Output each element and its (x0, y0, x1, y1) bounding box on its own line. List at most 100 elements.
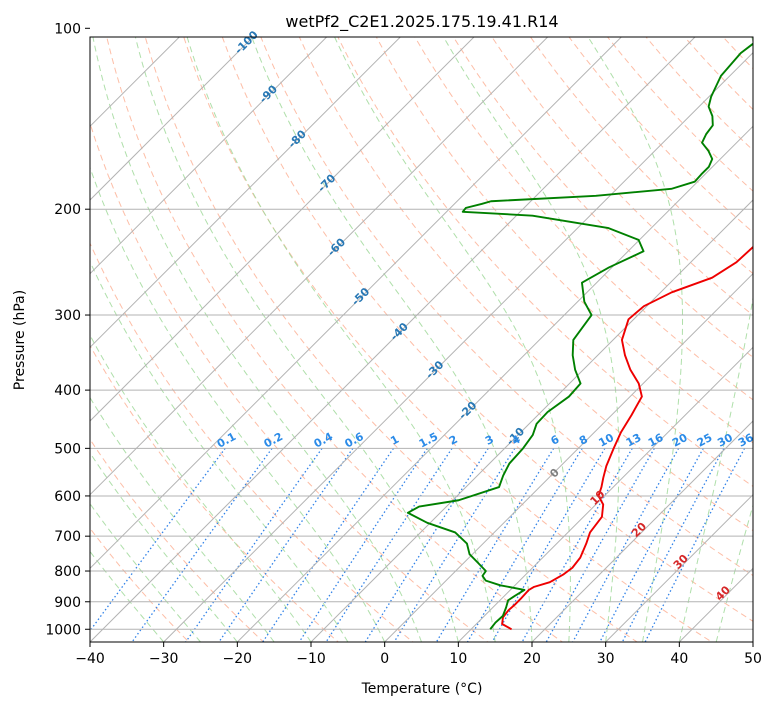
x-tick-label: −40 (75, 651, 105, 667)
isotherm-line (90, 37, 475, 422)
dry-adiabat-line (90, 242, 414, 642)
dry-adiabat-line (452, 37, 753, 358)
chart-title: wetPf2_C2E1.2025.175.19.41.R14 (285, 12, 558, 32)
moist-adiabat-line (587, 37, 684, 642)
temperature-profile-line (501, 245, 753, 631)
mixing-ratio-line (521, 448, 633, 642)
mixing-ratio-label: 3 (483, 433, 496, 448)
mixing-ratio-line (131, 447, 273, 642)
mixing-ratio-label: 1.5 (417, 430, 440, 451)
mixing-ratio-label: 13 (624, 431, 644, 450)
isotherm-label: -100 (232, 28, 261, 57)
mixing-ratio-label: 0.4 (312, 430, 336, 451)
y-tick-label: 500 (54, 441, 81, 457)
y-tick-label: 100 (54, 21, 81, 37)
mixing-ratio-line (325, 447, 453, 642)
y-axis-label: Pressure (hPa) (12, 290, 28, 390)
x-tick-label: 20 (523, 651, 541, 667)
mixing-ratio-line (261, 447, 394, 642)
isotherm-line (90, 37, 254, 201)
x-tick-label: 50 (744, 651, 762, 667)
dry-adiabat-line (183, 37, 713, 642)
dewpoint-profile-line (406, 42, 753, 630)
moist-adiabat-line (90, 502, 201, 642)
isotherm-line (531, 420, 753, 642)
dry-adiabat-line (260, 37, 753, 577)
mixing-ratio-line (435, 448, 555, 642)
wetbulb-label: 10 (588, 488, 608, 508)
x-axis-label: Temperature (°C) (361, 681, 483, 697)
mixing-ratio-line (599, 448, 704, 642)
moist-adiabat-line (92, 37, 422, 642)
plot-frame (89, 36, 754, 643)
moist-adiabat-line (90, 550, 165, 642)
moist-adiabat-line (90, 396, 275, 642)
dry-adiabat-line (529, 37, 753, 275)
x-tick-label: −30 (149, 651, 179, 667)
mixing-ratio-line (364, 447, 489, 642)
y-tick-label: 300 (54, 308, 81, 324)
x-tick-label: 40 (670, 651, 688, 667)
isotherm-line (162, 51, 753, 642)
y-tick-label: 900 (54, 595, 81, 611)
dry-adiabat-line (106, 37, 564, 642)
dry-adiabat-line (738, 0, 775, 654)
isotherm-line (90, 37, 181, 128)
mixing-ratio-label: 20 (670, 431, 690, 450)
isotherm-line (90, 37, 696, 642)
moist-adiabat-line (186, 37, 496, 642)
dry-adiabat-line (298, 37, 753, 532)
dry-adiabat-line (606, 37, 753, 192)
isotherm-line (90, 37, 623, 570)
dry-adiabat-line (144, 37, 638, 642)
dry-adiabat-line (221, 37, 753, 622)
mixing-ratio-label: 2 (447, 433, 460, 448)
mixing-ratio-line (491, 448, 606, 642)
y-tick-label: 400 (54, 383, 81, 399)
moist-adiabat-line (443, 37, 620, 642)
y-tick-label: 800 (54, 564, 81, 580)
mixing-ratio-line (466, 448, 583, 642)
mixing-ratio-label: 6 (549, 433, 562, 448)
moist-adiabat-line (90, 260, 349, 642)
isotherm-line (604, 493, 753, 642)
y-tick-label: 200 (54, 202, 81, 218)
moist-adiabat-line (678, 37, 753, 642)
moist-adiabat-line (90, 334, 312, 642)
wetbulb-label: 30 (671, 552, 691, 572)
mixing-ratio-label: 25 (695, 431, 715, 450)
moist-adiabat-line (90, 452, 238, 642)
isotherm-line (310, 199, 753, 642)
dry-adiabat-line (90, 527, 190, 642)
x-tick-label: 0 (380, 651, 389, 667)
moist-adiabat-line (90, 166, 386, 642)
mixing-ratio-line (90, 447, 226, 632)
wetbulb-label: 40 (713, 583, 733, 603)
mixing-ratio-label: 0.6 (343, 430, 367, 451)
mixing-ratio-line (218, 447, 354, 642)
isotherm-label: -90 (257, 82, 280, 105)
moist-adiabat-line (334, 37, 571, 642)
mixing-ratio-line (545, 448, 655, 642)
isotherm-label: -40 (388, 320, 411, 343)
dry-adiabat-line (568, 37, 753, 233)
isotherm-line (383, 272, 753, 642)
mixing-ratio-label: 0.1 (215, 430, 238, 451)
dry-adiabat-line (90, 438, 265, 642)
mixing-ratio-label: 36 (736, 431, 756, 450)
isotherm-label: -20 (456, 399, 479, 422)
mixing-ratio-line (184, 447, 323, 642)
mixing-ratio-label: 10 (596, 431, 616, 450)
y-tick-label: 600 (54, 489, 81, 505)
mixing-ratio-line (644, 448, 746, 642)
isotherm-label: -60 (325, 235, 348, 258)
isotherm-line (457, 346, 753, 642)
isotherm-label: -50 (349, 285, 372, 308)
mixing-ratio-line (621, 448, 725, 642)
dry-adiabat-line (702, 0, 775, 654)
isotherm-line (90, 37, 402, 349)
moist-adiabat-line (715, 503, 753, 642)
mixing-ratio-label: 1 (388, 433, 401, 448)
axis-ticks: −40 −30 −20 −10 0 10 20 30 40 5010020030040050060… (45, 21, 762, 667)
